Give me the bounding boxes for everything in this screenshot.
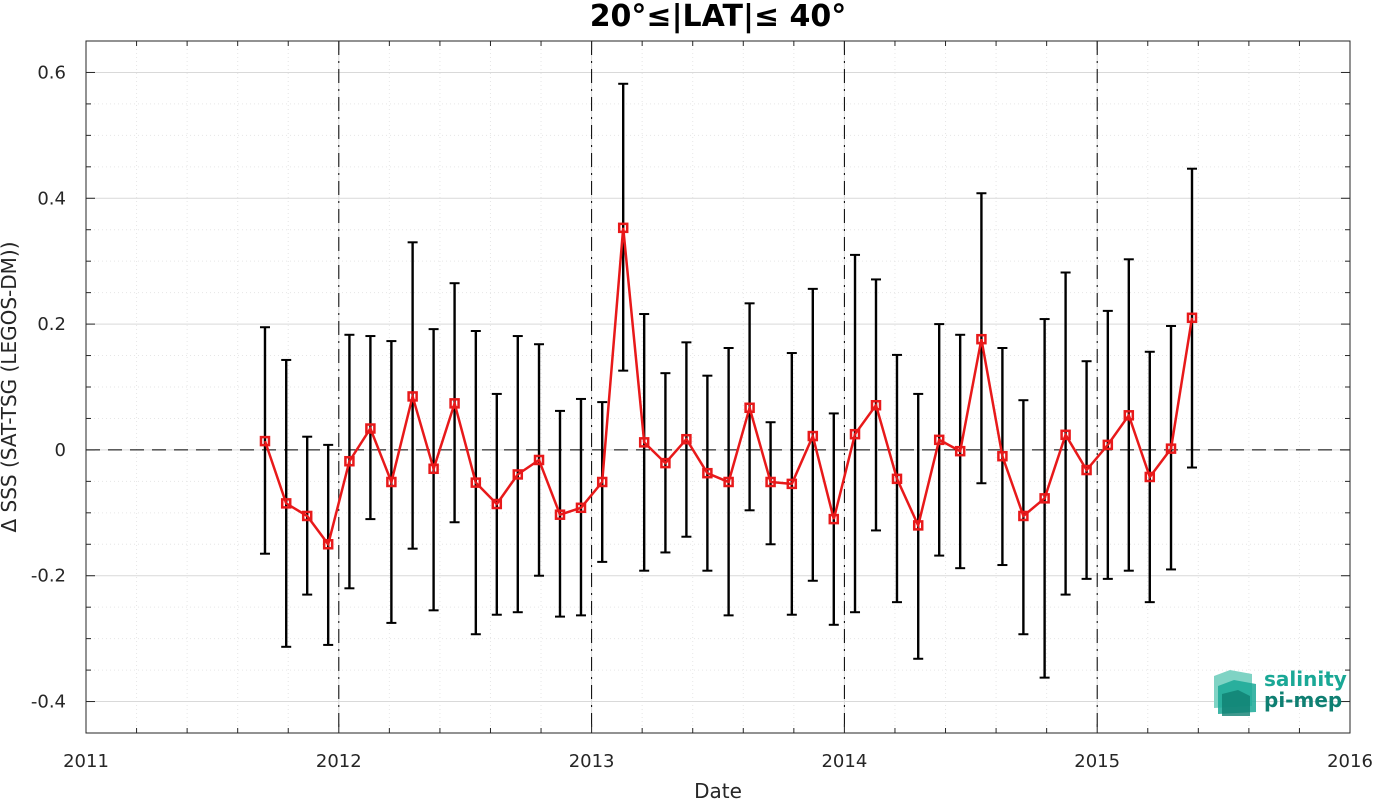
data-point-marker <box>407 391 418 402</box>
year-dividers <box>338 41 1098 733</box>
data-point-marker <box>1102 439 1114 451</box>
y-tick-label: 0.4 <box>37 188 66 209</box>
data-point-marker <box>870 399 882 411</box>
data-point-marker <box>997 450 1008 462</box>
data-point-marker <box>301 510 313 522</box>
y-tick-label: -0.4 <box>31 692 66 713</box>
data-point-marker <box>786 478 798 490</box>
data-point-marker <box>849 428 861 440</box>
data-point-marker <box>1039 493 1050 504</box>
x-tick-label: 2013 <box>569 751 615 772</box>
data-point-marker <box>891 473 903 485</box>
data-point-marker <box>638 437 650 448</box>
data-point-marker <box>449 398 460 409</box>
data-point-marker <box>744 402 755 414</box>
data-point-marker <box>1165 443 1177 454</box>
data-point-marker <box>428 463 439 475</box>
data-point-marker <box>280 498 292 509</box>
x-tick-label: 2012 <box>316 751 362 772</box>
data-point-marker <box>259 435 271 447</box>
x-tick-label: 2011 <box>63 751 109 772</box>
data-point-marker <box>702 467 713 479</box>
chart-title: 20°≤|LAT|≤ 40° <box>590 0 847 34</box>
axes <box>85 40 1351 734</box>
data-point-marker <box>365 423 376 434</box>
data-point-marker <box>470 477 482 488</box>
tick-labels: 2011 2012 2013 2014 2015 2016 -0.4 -0.2 0 0.2 0.4 0… <box>31 62 1373 772</box>
data-point-marker <box>912 520 924 531</box>
x-tick-label: 2016 <box>1327 751 1373 772</box>
data-point-marker <box>322 539 334 550</box>
salinity-pi-mep-logo: salinity pi-mep <box>1214 667 1347 716</box>
data-point-marker <box>596 476 608 488</box>
logo-wave-icon <box>1214 670 1256 716</box>
logo-text-pi-mep: pi-mep <box>1264 688 1342 712</box>
y-tick-label: 0 <box>55 440 66 461</box>
data-point-marker <box>575 502 587 514</box>
data-point-marker <box>1186 312 1198 324</box>
data-point-marker <box>933 434 945 446</box>
data-point-marker <box>617 222 629 234</box>
data-point-marker <box>1018 510 1029 522</box>
data-point-marker <box>828 513 840 525</box>
data-point-marker <box>765 476 776 488</box>
x-axis-label: Date <box>694 779 742 801</box>
data-point-marker <box>807 430 819 442</box>
y-axis-label: Δ SSS (SAT-TSG (LEGOS-DM)) <box>0 241 21 532</box>
data-point-marker <box>976 333 987 345</box>
y-tick-label: 0.6 <box>37 62 66 83</box>
data-point-marker <box>344 455 355 467</box>
data-point-marker <box>1144 471 1156 483</box>
data-point-marker <box>533 454 545 466</box>
data-point-marker <box>954 445 966 457</box>
data-point-marker <box>1060 429 1071 441</box>
series <box>259 222 1198 550</box>
logo-text-salinity: salinity <box>1264 667 1347 691</box>
data-point-marker <box>512 469 524 480</box>
data-point-marker <box>1081 464 1092 476</box>
y-tick-label: -0.2 <box>31 566 66 587</box>
series-line <box>263 227 1194 548</box>
data-point-marker <box>1123 410 1135 421</box>
data-point-marker <box>681 433 692 445</box>
data-point-marker <box>723 476 734 488</box>
data-point-marker <box>491 498 503 510</box>
x-tick-label: 2015 <box>1074 751 1120 772</box>
data-point-marker <box>554 509 566 520</box>
x-tick-label: 2014 <box>821 751 867 772</box>
y-tick-label: 0.2 <box>37 314 66 335</box>
data-point-marker <box>386 476 397 488</box>
data-point-marker <box>660 457 671 469</box>
